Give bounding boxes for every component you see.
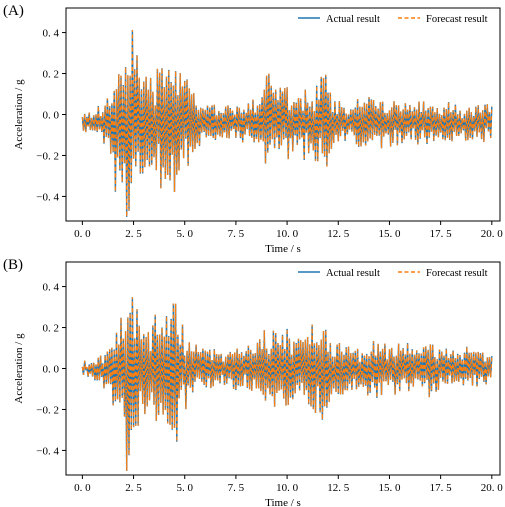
y-tick-label: −0. 2 bbox=[36, 404, 59, 416]
y-tick-label: 0. 0 bbox=[43, 364, 60, 376]
y-tick-label: −0. 4 bbox=[36, 191, 59, 203]
x-tick-label: 12. 5 bbox=[327, 228, 350, 240]
y-axis-title: Acceleration / g bbox=[13, 333, 25, 404]
plot-area bbox=[81, 297, 493, 471]
x-axis-title: Time / s bbox=[265, 497, 301, 507]
y-tick-label: 0. 4 bbox=[43, 28, 60, 40]
y-tick-label: 0. 0 bbox=[43, 110, 60, 122]
legend-label-forecast: Forecast result bbox=[426, 268, 488, 279]
x-tick-label: 15. 0 bbox=[378, 228, 401, 240]
chart-panel-a: (A) 0. 0 2. 5 5. 0 7. 5 10. 0 12. 5 15. 0 17. 5… bbox=[0, 0, 505, 255]
x-tick-label: 20. 0 bbox=[481, 228, 504, 240]
x-tick-label: 10. 0 bbox=[276, 482, 299, 494]
chart-b-svg: 0. 0 2. 5 5. 0 7. 5 10. 0 12. 5 15. 0 17. 5 20. … bbox=[13, 261, 504, 507]
x-tick-label: 10. 0 bbox=[276, 228, 299, 240]
chart-a-svg: 0. 0 2. 5 5. 0 7. 5 10. 0 12. 5 15. 0 17. 5 20. … bbox=[13, 7, 504, 255]
y-axis-title: Acceleration / g bbox=[13, 79, 25, 150]
x-tick-label: 17. 5 bbox=[430, 228, 453, 240]
x-tick-label: 12. 5 bbox=[327, 482, 350, 494]
x-axis-title: Time / s bbox=[265, 243, 301, 255]
y-tick-label: 0. 2 bbox=[43, 69, 60, 81]
x-tick-label: 15. 0 bbox=[378, 482, 401, 494]
series-line-forecast bbox=[81, 29, 493, 217]
series-line-forecast bbox=[81, 297, 493, 471]
x-tick-label: 0. 0 bbox=[74, 228, 91, 240]
x-tick-label: 2. 5 bbox=[125, 482, 142, 494]
x-tick-label: 2. 5 bbox=[125, 228, 142, 240]
y-tick-label: 0. 2 bbox=[43, 323, 60, 335]
legend-label-actual: Actual result bbox=[326, 268, 380, 279]
y-tick-label: −0. 4 bbox=[36, 445, 59, 457]
x-tick-label: 5. 0 bbox=[176, 228, 193, 240]
x-tick-label: 0. 0 bbox=[74, 482, 91, 494]
plot-area bbox=[81, 29, 493, 217]
legend: Actual result Forecast result bbox=[298, 268, 488, 279]
legend-label-forecast: Forecast result bbox=[426, 14, 488, 25]
legend: Actual result Forecast result bbox=[298, 14, 488, 25]
legend-label-actual: Actual result bbox=[326, 14, 380, 25]
y-tick-label: −0. 2 bbox=[36, 150, 59, 162]
panel-label: (A) bbox=[3, 3, 24, 19]
chart-panel-b: (B) 0. 0 2. 5 5. 0 7. 5 10. 0 12. 5 15. 0 17. 5… bbox=[0, 254, 505, 507]
y-tick-label: 0. 4 bbox=[43, 282, 60, 294]
x-tick-label: 17. 5 bbox=[430, 482, 453, 494]
x-tick-label: 20. 0 bbox=[481, 482, 504, 494]
x-tick-label: 7. 5 bbox=[228, 228, 245, 240]
series-line-actual bbox=[81, 297, 493, 471]
x-tick-label: 7. 5 bbox=[228, 482, 245, 494]
x-tick-label: 5. 0 bbox=[176, 482, 193, 494]
panel-label: (B) bbox=[3, 257, 23, 273]
